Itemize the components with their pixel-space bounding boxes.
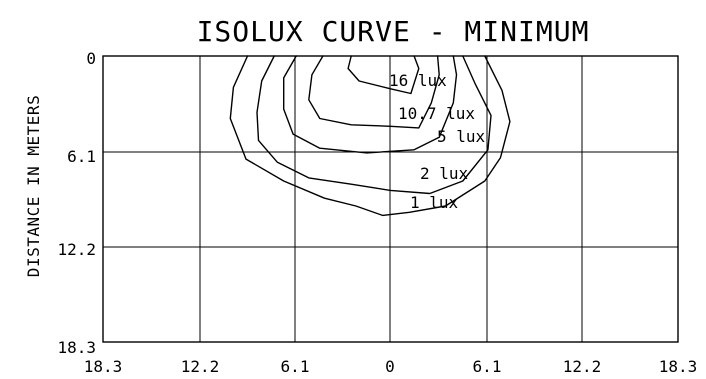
y-tick-label: 12.2 (57, 240, 96, 259)
y-tick-label: 0 (86, 49, 96, 68)
y-tick-label: 6.1 (67, 147, 96, 166)
x-axis-ticks: 18.3 12.2 6.1 0 6.1 12.2 18.3 (84, 357, 698, 376)
contour-label-1-lux: 1 lux (410, 193, 459, 212)
isolux-contour-10-7-lux (308, 55, 440, 129)
contour-label-2-lux: 2 lux (420, 164, 469, 183)
isolux-contour-5-lux (283, 55, 458, 154)
x-tick-label: 12.2 (181, 357, 220, 376)
contour-label-5-lux: 5 lux (437, 127, 486, 146)
y-axis-ticks: 0 6.1 12.2 18.3 (57, 49, 96, 357)
x-tick-label: 6.1 (281, 357, 310, 376)
x-tick-label: 18.3 (84, 357, 123, 376)
contour-label-16-lux: 16 lux (389, 71, 447, 90)
grid-lines (103, 56, 678, 342)
y-axis-label: DISTANCE IN METERS (24, 95, 43, 277)
x-tick-label: 12.2 (563, 357, 602, 376)
chart-title: ISOLUX CURVE - MINIMUM (197, 15, 590, 48)
x-tick-label: 0 (385, 357, 395, 376)
isolux-contour-16-lux (347, 55, 420, 95)
plot-frame (102, 55, 679, 343)
y-tick-label: 18.3 (57, 338, 96, 357)
x-tick-label: 6.1 (473, 357, 502, 376)
isolux-contour-1-lux (229, 55, 511, 217)
contour-labels: 16 lux 10.7 lux 5 lux 2 lux 1 lux (389, 71, 486, 212)
isolux-contours (229, 55, 511, 217)
x-tick-label: 18.3 (659, 357, 698, 376)
isolux-contour-2-lux (256, 55, 492, 195)
contour-label-10-7-lux: 10.7 lux (398, 104, 475, 123)
